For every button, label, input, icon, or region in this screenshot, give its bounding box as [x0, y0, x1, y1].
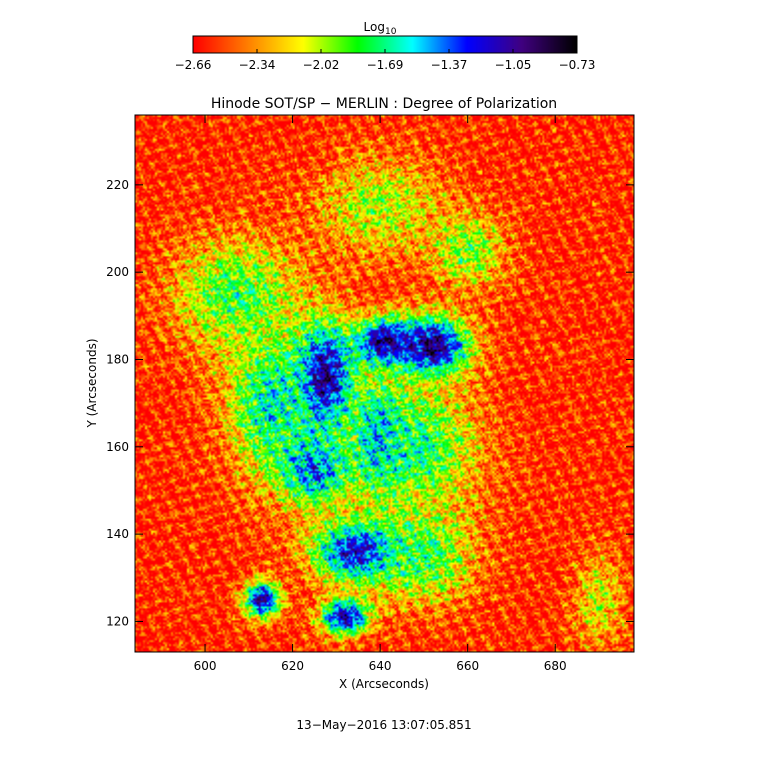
x-axis-ticks: 600 620 640 660 680 — [194, 115, 567, 673]
colorbar-tick-label: −2.66 — [175, 58, 212, 72]
x-tick-label: 600 — [194, 659, 217, 673]
plot-area: 600 620 640 660 680 120 140 160 180 200 220 — [106, 114, 635, 673]
y-tick-label: 200 — [106, 265, 129, 279]
colorbar-tick-label: −1.69 — [367, 58, 404, 72]
colorbar: Log10 −2.66 −2.34 −2.02 −1.69 −1.37 −1.05 −0.7… — [175, 20, 596, 72]
colorbar-gradient — [193, 36, 577, 53]
x-tick-label: 680 — [544, 659, 567, 673]
colorbar-ticks: −2.66 −2.34 −2.02 −1.69 −1.37 −1.05 −0.73 — [175, 49, 596, 72]
chart-title: Hinode SOT/SP − MERLIN : Degree of Polar… — [211, 96, 557, 112]
y-tick-label: 120 — [106, 614, 129, 628]
colorbar-tick-label: −0.73 — [559, 58, 596, 72]
colorbar-tick-label: −1.37 — [431, 58, 468, 72]
x-axis-label: X (Arcseconds) — [339, 677, 429, 691]
y-tick-label: 180 — [106, 352, 129, 366]
x-tick-label: 620 — [281, 659, 304, 673]
x-tick-label: 660 — [456, 659, 479, 673]
plot-frame — [134, 114, 635, 653]
timestamp: 13−May−2016 13:07:05.851 — [296, 718, 471, 732]
y-axis-ticks: 120 140 160 180 200 220 — [106, 178, 634, 628]
colorbar-tick-label: −2.02 — [303, 58, 340, 72]
colorbar-label: Log10 — [364, 20, 397, 37]
y-tick-label: 220 — [106, 178, 129, 192]
y-tick-label: 140 — [106, 527, 129, 541]
x-tick-label: 640 — [369, 659, 392, 673]
colorbar-tick-label: −2.34 — [239, 58, 276, 72]
heatmap-image — [135, 115, 634, 652]
y-axis-label: Y (Arcseconds) — [85, 338, 99, 428]
colorbar-tick-label: −1.05 — [495, 58, 532, 72]
y-tick-label: 160 — [106, 440, 129, 454]
